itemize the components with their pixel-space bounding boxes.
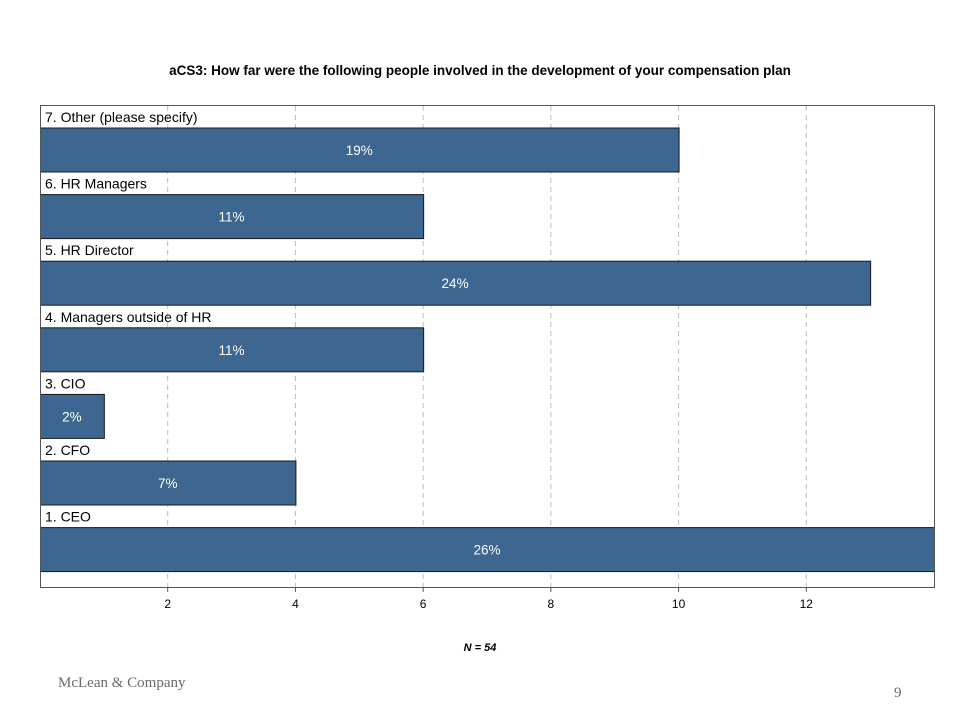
data-label-4: 2% <box>62 409 82 424</box>
category-labels: 7. Other (please specify) 6. HR Managers 5… <box>45 109 212 525</box>
x-tick-label-0: 2 <box>164 597 171 611</box>
grid-lines <box>167 106 807 587</box>
data-label-1: 11% <box>219 210 245 225</box>
data-label-5: 7% <box>158 476 178 491</box>
chart-title: aCS3: How far were the following people … <box>169 63 791 78</box>
x-tick-label-2: 6 <box>420 597 427 611</box>
page-number: 9 <box>894 685 902 701</box>
category-label-5: 2. CFO <box>45 442 90 458</box>
x-tick-label-3: 8 <box>548 597 555 611</box>
bars: 19% 11% 24% 11% 2% 7% 26% <box>40 127 935 573</box>
category-label-6: 1. CEO <box>45 509 91 525</box>
category-label-2: 5. HR Director <box>45 242 134 258</box>
data-label-0: 19% <box>346 143 373 158</box>
data-label-2: 24% <box>442 276 469 291</box>
plot-frame <box>40 105 935 588</box>
category-label-4: 3. CIO <box>45 375 86 391</box>
x-tick-label-1: 4 <box>292 597 299 611</box>
bar-1 <box>40 194 425 240</box>
bar-5 <box>40 460 297 506</box>
data-label-3: 11% <box>219 343 245 358</box>
x-axis-ticks: 2 4 6 8 10 12 <box>164 587 813 611</box>
footer-company: McLean & Company <box>58 675 186 691</box>
bar-6 <box>40 527 935 573</box>
category-label-0: 7. Other (please specify) <box>45 109 198 125</box>
data-label-6: 26% <box>473 543 500 558</box>
category-label-3: 4. Managers outside of HR <box>45 309 212 325</box>
x-tick-label-5: 12 <box>800 597 814 611</box>
x-tick-label-4: 10 <box>672 597 686 611</box>
category-label-1: 6. HR Managers <box>45 176 147 192</box>
sample-size-note: N = 54 <box>463 642 497 654</box>
bar-4 <box>40 393 105 439</box>
